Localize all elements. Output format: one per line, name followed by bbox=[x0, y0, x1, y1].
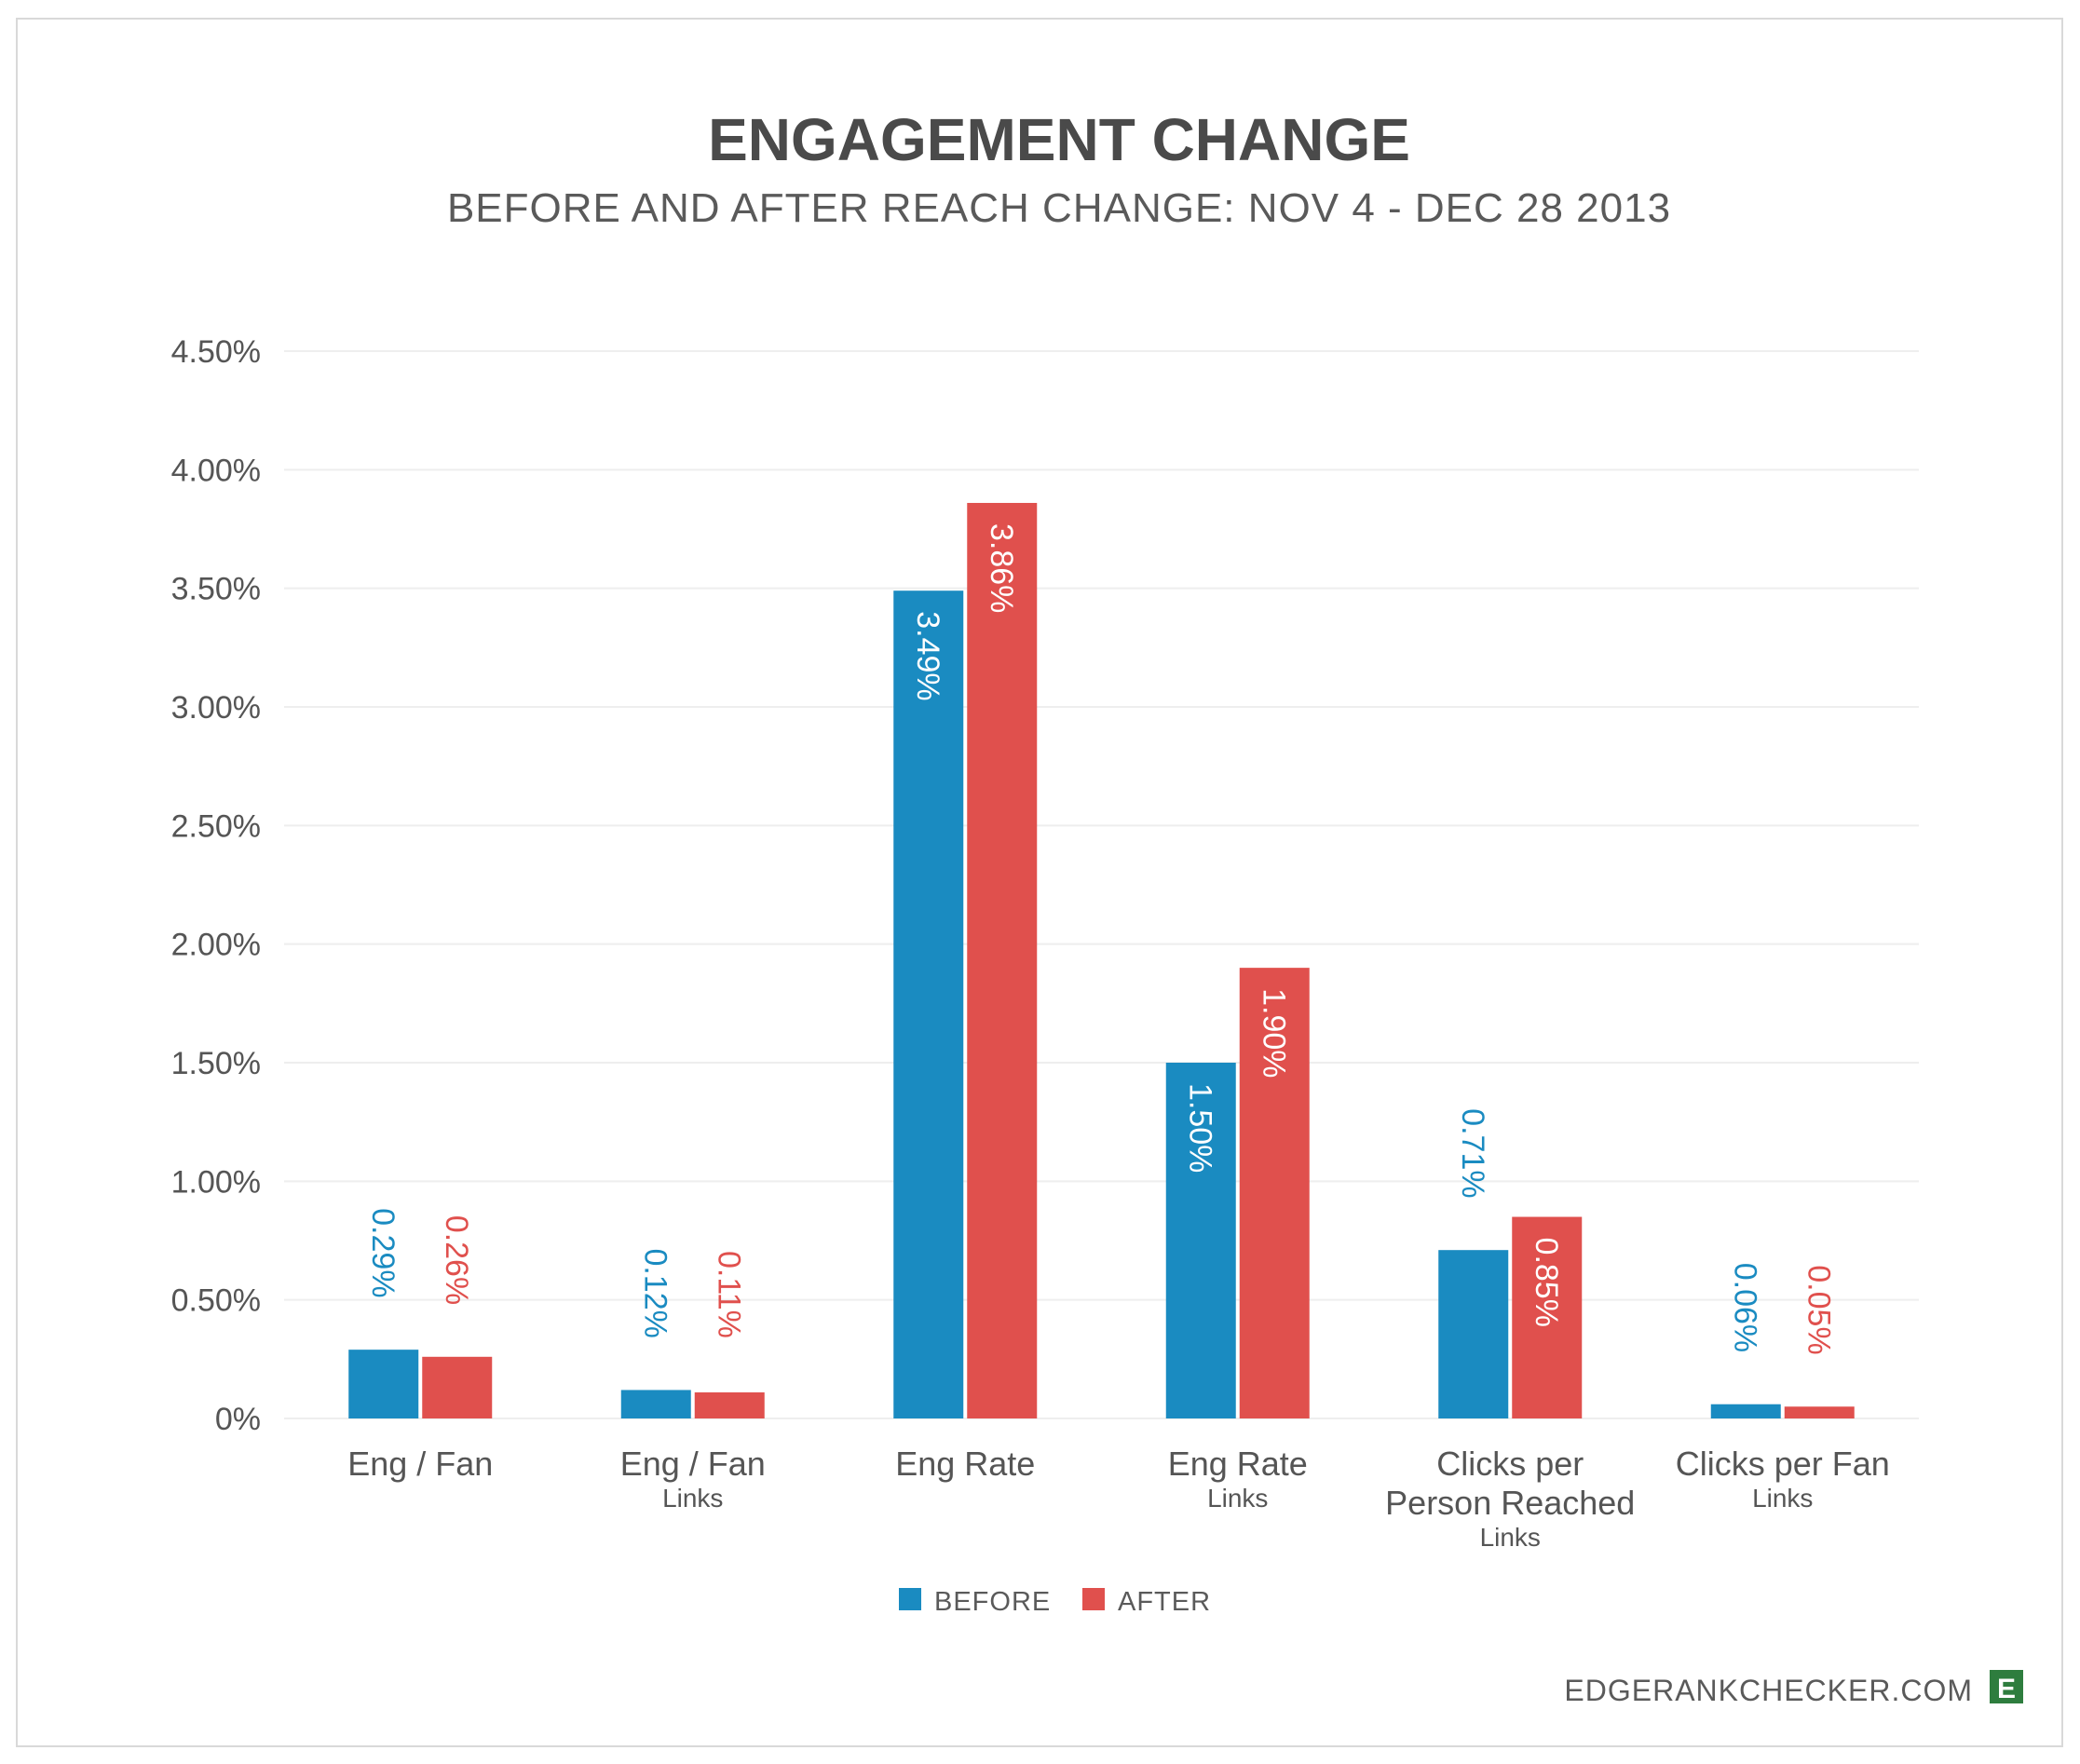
bar-before-1 bbox=[620, 1390, 691, 1418]
data-label-after-5: 0.05% bbox=[1801, 1265, 1836, 1354]
category-label-3-0: Eng Rate bbox=[1168, 1445, 1308, 1483]
data-label-before-2: 3.49% bbox=[910, 611, 945, 700]
legend-label-after: AFTER bbox=[1118, 1587, 1211, 1617]
bar-after-0 bbox=[422, 1356, 493, 1418]
y-tick-label-2: 1.00% bbox=[171, 1164, 261, 1200]
legend-swatch-after bbox=[1082, 1588, 1105, 1610]
bar-before-3 bbox=[1165, 1063, 1236, 1418]
data-label-before-1: 0.12% bbox=[637, 1248, 673, 1337]
bar-before-0 bbox=[348, 1350, 419, 1418]
gridlines bbox=[284, 350, 1919, 1419]
y-tick-label-4: 2.00% bbox=[171, 928, 261, 963]
category-sublabel-3: Links bbox=[1207, 1484, 1268, 1513]
category-label-0-0: Eng / Fan bbox=[347, 1445, 493, 1483]
y-tick-label-1: 0.50% bbox=[171, 1283, 261, 1319]
data-label-after-4: 0.85% bbox=[1529, 1238, 1564, 1327]
data-label-before-3: 1.50% bbox=[1182, 1083, 1217, 1173]
category-label-4-0: Clicks per bbox=[1436, 1445, 1584, 1483]
category-label-4-1: Person Reached bbox=[1385, 1484, 1635, 1522]
y-tick-label-9: 4.50% bbox=[171, 334, 261, 370]
data-labels: 0.29% 0.26% 0.12% 0.11% 3.49% 3.86% 1.50% 1.90%… bbox=[365, 523, 1837, 1355]
bar-after-4 bbox=[1512, 1216, 1583, 1418]
bar-before-4 bbox=[1438, 1250, 1509, 1418]
category-sublabel-4: Links bbox=[1480, 1523, 1541, 1552]
data-label-after-2: 3.86% bbox=[984, 523, 1019, 613]
y-tick-label-5: 2.50% bbox=[171, 808, 261, 844]
bar-after-5 bbox=[1784, 1406, 1855, 1418]
legend-swatch-before bbox=[899, 1588, 921, 1610]
category-label-1-0: Eng / Fan bbox=[620, 1445, 766, 1483]
y-tick-label-6: 3.00% bbox=[171, 690, 261, 726]
bar-before-5 bbox=[1710, 1404, 1781, 1418]
y-tick-label-7: 3.50% bbox=[171, 572, 261, 607]
chart-title: ENGAGEMENT CHANGE bbox=[708, 106, 1410, 173]
data-label-before-0: 0.29% bbox=[365, 1208, 401, 1297]
bar-after-1 bbox=[694, 1391, 765, 1418]
bars bbox=[348, 502, 1855, 1418]
chart-subtitle: BEFORE AND AFTER REACH CHANGE: NOV 4 - D… bbox=[447, 185, 1671, 231]
category-sublabel-1: Links bbox=[662, 1484, 723, 1513]
data-label-before-5: 0.06% bbox=[1727, 1263, 1762, 1352]
data-label-after-1: 0.11% bbox=[711, 1251, 746, 1338]
footer-site-text: EDGERANKCHECKER.COM bbox=[1564, 1674, 1973, 1707]
category-sublabel-5: Links bbox=[1752, 1484, 1813, 1513]
chart-frame bbox=[16, 18, 2063, 1747]
y-tick-label-0: 0% bbox=[215, 1402, 261, 1437]
bar-after-2 bbox=[967, 502, 1038, 1418]
category-label-5-0: Clicks per Fan bbox=[1676, 1445, 1890, 1483]
data-label-after-3: 1.90% bbox=[1256, 988, 1291, 1078]
logo-letter: E bbox=[1997, 1674, 2016, 1704]
category-label-2-0: Eng Rate bbox=[895, 1445, 1035, 1483]
data-label-before-4: 0.71% bbox=[1455, 1108, 1490, 1198]
y-tick-label-8: 4.00% bbox=[171, 453, 261, 488]
data-label-after-0: 0.26% bbox=[439, 1215, 474, 1305]
legend-label-before: BEFORE bbox=[934, 1587, 1051, 1617]
bar-before-2 bbox=[893, 590, 964, 1418]
y-tick-label-3: 1.50% bbox=[171, 1046, 261, 1081]
y-axis-ticks: 0% 0.50% 1.00% 1.50% 2.00% 2.50% 3.00% 3.50% 4.0… bbox=[171, 334, 261, 1437]
footer: EDGERANKCHECKER.COM E bbox=[1564, 1670, 2023, 1707]
bar-after-3 bbox=[1239, 968, 1310, 1418]
legend: BEFORE AFTER bbox=[899, 1587, 1211, 1617]
logo-icon bbox=[1990, 1670, 2023, 1703]
